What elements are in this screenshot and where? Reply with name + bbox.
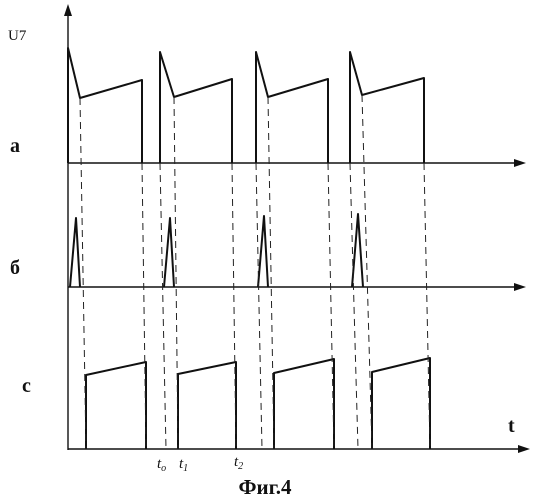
time-marker-t1: t1 [179, 456, 188, 474]
trace-c-pulse [372, 358, 430, 449]
axis-a-arrow-icon [514, 159, 526, 167]
trace-a-pulse [68, 48, 142, 163]
trace-c-pulse [178, 362, 236, 449]
axis-b-arrow-icon [514, 283, 526, 291]
timing-guide [424, 163, 430, 449]
timing-guide [142, 163, 146, 449]
figure-caption: Фиг.4 [238, 475, 292, 499]
time-marker-t0: to [157, 456, 166, 474]
timing-guide [232, 163, 236, 449]
timing-guide [256, 163, 262, 449]
trace-a [68, 48, 424, 163]
trace-b-spike [70, 218, 80, 287]
trace-c-label: c [22, 375, 31, 397]
timing-guide [350, 163, 358, 449]
trace-a-pulse [350, 52, 424, 163]
trace-c-pulse [86, 362, 146, 449]
time-marker-t2: t2 [234, 454, 243, 472]
y-axis-label: U7 [8, 28, 27, 44]
trace-b-spike [164, 218, 174, 287]
trace-a-pulse [160, 52, 232, 163]
timing-guide [328, 163, 334, 449]
trace-b [70, 214, 363, 287]
trace-a-pulse [256, 52, 328, 163]
time-axis-label: t [508, 415, 515, 437]
trace-b-spike [258, 216, 268, 287]
trace-c [86, 358, 430, 449]
timing-guide [160, 163, 166, 449]
trace-a-label: a [10, 135, 20, 157]
timing-guide [362, 95, 372, 449]
trace-c-pulse [274, 359, 334, 449]
axis-c-arrow-icon [518, 445, 530, 453]
trace-b-label: б [10, 257, 20, 279]
vertical-axis-arrow-icon [64, 4, 72, 16]
